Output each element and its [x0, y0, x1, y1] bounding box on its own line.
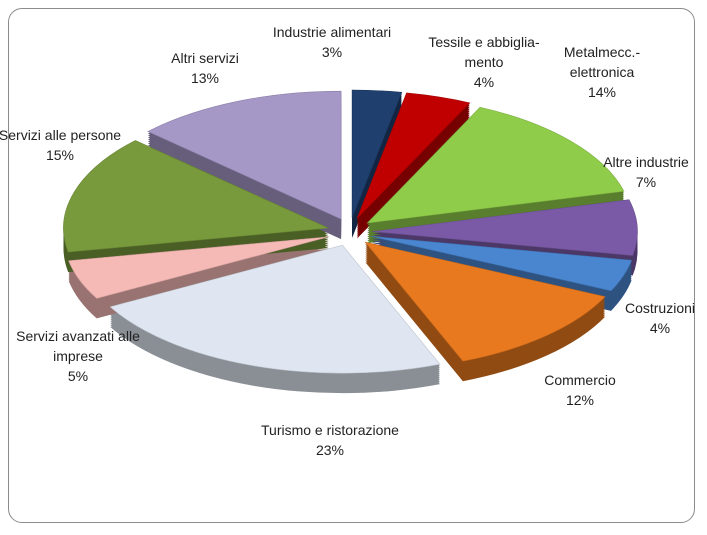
value-label: 4% — [649, 320, 671, 336]
data-label: Servizi alle persone 15% — [0, 125, 130, 165]
chart-frame — [8, 8, 695, 523]
value-label: 5% — [67, 368, 89, 384]
pie-slice — [68, 236, 330, 299]
category-label: Industrie alimentari — [272, 24, 392, 40]
data-label: Commercio 12% — [510, 370, 650, 410]
pie-slice — [109, 244, 441, 374]
data-label: Costruzioni 4% — [590, 298, 707, 338]
data-label: Turismo e ristorazione 23% — [260, 420, 400, 460]
pie-slice — [371, 236, 633, 292]
category-label: Costruzioni — [624, 300, 696, 316]
category-label: Servizi alle persone — [0, 127, 122, 143]
value-label: 23% — [315, 442, 345, 458]
category-label: Metalmecc.-elettronica — [563, 44, 641, 80]
pie-slice — [147, 90, 342, 220]
data-label: Tessile e abbiglia-mento 4% — [414, 32, 554, 92]
data-label: Servizi avanzati alle imprese 5% — [8, 326, 148, 386]
data-label: Altri servizi 13% — [135, 48, 275, 88]
category-label: Commercio — [544, 372, 616, 388]
pie-slice — [351, 89, 403, 219]
pie-slice — [372, 199, 638, 256]
value-label: 12% — [565, 392, 595, 408]
value-label: 15% — [45, 147, 75, 163]
data-label: Industrie alimentari 3% — [262, 22, 402, 62]
category-label: Servizi avanzati alle imprese — [16, 328, 140, 364]
pie-slice — [63, 140, 330, 253]
data-label: Altre industrie 7% — [576, 152, 707, 192]
category-label: Altri servizi — [171, 50, 239, 66]
pie-slice — [366, 106, 625, 224]
value-label: 7% — [635, 174, 657, 190]
value-label: 14% — [587, 84, 617, 100]
value-label: 13% — [190, 70, 220, 86]
category-label: Altre industrie — [603, 154, 689, 170]
pie-slice — [364, 241, 606, 362]
category-label: Tessile e abbiglia-mento — [428, 34, 540, 70]
pie-slice — [356, 92, 471, 219]
category-label: Turismo e ristorazione — [261, 422, 399, 438]
value-label: 3% — [321, 44, 343, 60]
value-label: 4% — [473, 74, 495, 90]
data-label: Metalmecc.-elettronica 14% — [532, 42, 672, 102]
